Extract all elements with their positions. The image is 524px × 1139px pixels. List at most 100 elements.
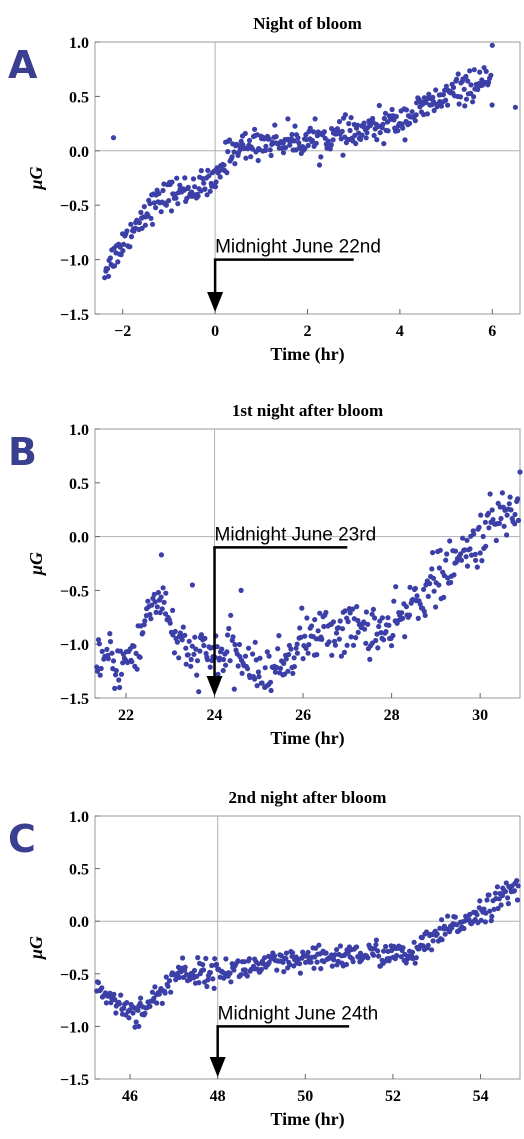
data-point: [121, 1005, 127, 1011]
data-point: [377, 130, 383, 136]
data-point: [117, 684, 123, 691]
plot-frame: [94, 428, 521, 699]
data-point: [96, 641, 102, 647]
data-point: [137, 654, 143, 660]
data-point: [467, 68, 473, 74]
data-point: [219, 646, 225, 652]
data-point: [205, 977, 211, 983]
data-point: [197, 648, 203, 654]
data-point: [252, 639, 258, 645]
data-point: [312, 617, 318, 623]
data-point: [291, 655, 297, 661]
data-point: [371, 952, 377, 958]
data-point: [182, 632, 188, 638]
data-point: [464, 537, 470, 543]
data-point: [361, 120, 367, 126]
data-point: [367, 656, 373, 663]
data-point: [154, 1000, 160, 1006]
data-point: [214, 961, 220, 968]
data-point: [476, 524, 482, 531]
data-point: [104, 646, 110, 653]
data-point: [192, 634, 198, 640]
data-point: [378, 630, 384, 636]
data-point: [285, 116, 291, 122]
data-point: [508, 507, 514, 513]
data-point: [188, 663, 194, 669]
data-point: [140, 630, 146, 636]
data-point: [370, 606, 376, 613]
data-point: [402, 137, 408, 143]
data-point: [514, 878, 520, 884]
data-point: [127, 1007, 133, 1013]
data-point: [427, 581, 433, 587]
data-point: [201, 180, 207, 186]
data-point: [97, 672, 103, 678]
data-point: [316, 942, 322, 948]
data-point: [264, 649, 270, 655]
x-tick-label: 54: [473, 1088, 489, 1105]
data-point: [305, 650, 311, 656]
data-point: [151, 200, 157, 206]
data-point: [383, 943, 389, 950]
data-point: [489, 42, 495, 48]
data-point: [433, 604, 439, 610]
data-point: [304, 615, 310, 621]
data-point: [473, 557, 479, 563]
data-point: [148, 215, 154, 221]
data-point: [422, 612, 428, 619]
data-point: [332, 642, 338, 648]
data-point: [362, 626, 368, 632]
data-point: [152, 599, 158, 605]
data-point: [414, 593, 420, 599]
data-point: [256, 674, 262, 680]
data-point: [174, 639, 180, 645]
data-point: [470, 99, 476, 105]
data-point: [457, 94, 464, 100]
data-point: [297, 970, 303, 976]
data-point: [399, 121, 405, 127]
data-point: [129, 659, 135, 665]
data-point: [136, 1023, 142, 1029]
data-point: [423, 929, 430, 935]
data-point: [139, 225, 145, 231]
data-point: [374, 137, 380, 143]
data-point: [94, 668, 100, 674]
data-point: [406, 612, 413, 618]
data-point: [110, 135, 117, 141]
data-point: [471, 67, 477, 73]
data-point: [267, 147, 273, 153]
data-point: [400, 615, 406, 621]
data-point: [306, 642, 312, 648]
data-point: [118, 252, 124, 258]
data-point: [484, 897, 490, 903]
midnight-arrow-line: [213, 258, 354, 294]
data-point: [390, 632, 396, 639]
data-point: [204, 657, 210, 663]
data-point: [151, 995, 157, 1002]
data-point: [258, 966, 264, 973]
chart-title: 2nd night after bloom: [229, 788, 387, 807]
data-point: [290, 670, 296, 677]
data-point: [347, 610, 353, 616]
data-point: [434, 931, 440, 937]
data-point: [118, 671, 125, 677]
data-point: [468, 82, 474, 88]
data-point: [113, 672, 119, 678]
data-point: [373, 937, 379, 943]
data-point: [300, 656, 306, 662]
data-point: [512, 521, 518, 527]
data-point: [202, 186, 208, 192]
data-point: [371, 132, 377, 139]
data-point: [454, 76, 460, 82]
data-point: [483, 543, 489, 549]
data-point: [389, 947, 395, 954]
data-point: [321, 129, 327, 135]
data-point: [275, 646, 281, 652]
data-point: [288, 646, 294, 652]
data-point: [99, 985, 105, 991]
midnight-arrow-line: [213, 546, 348, 678]
data-point: [444, 551, 450, 557]
data-point: [262, 665, 268, 671]
data-point: [175, 201, 181, 207]
data-point: [166, 978, 173, 984]
